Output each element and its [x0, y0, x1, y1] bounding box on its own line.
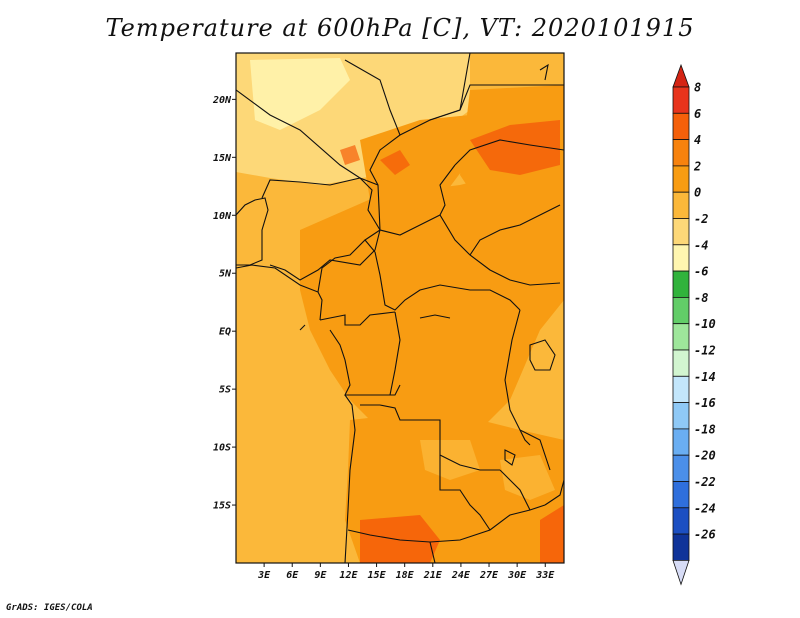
lon-tick-label: 3E — [257, 570, 271, 581]
colorbar-swatch — [672, 296, 690, 325]
lat-tick-label: 15N — [213, 153, 232, 164]
colorbar-top-arrow — [672, 63, 690, 88]
lon-tick-label: 9E — [314, 570, 327, 581]
colorbar-swatch — [672, 139, 690, 167]
colorbar-label: -22 — [694, 475, 716, 489]
colorbar-swatch — [672, 244, 690, 272]
colorbar-swatch — [672, 454, 690, 482]
colorbar-swatch — [672, 349, 690, 377]
colorbar-label: -16 — [694, 396, 716, 410]
colorbar-bottom-arrow — [672, 560, 690, 586]
colorbar-swatch — [672, 507, 690, 535]
colorbar-label: -10 — [694, 317, 716, 331]
colorbar-label: -24 — [694, 501, 716, 515]
colorbar-swatch — [672, 112, 690, 141]
country-borders — [236, 53, 564, 563]
colorbar-label: -12 — [694, 344, 716, 358]
lat-tick-label: EQ — [219, 327, 231, 338]
colorbar-label: 0 — [694, 186, 701, 200]
lat-tick-label: 10S — [213, 443, 231, 454]
colorbar-label: -14 — [694, 370, 716, 384]
lat-tick-label: 20N — [212, 95, 232, 106]
colorbar-swatch — [672, 86, 690, 114]
lat-tick-label: 15S — [213, 501, 231, 512]
lon-tick-label: 21E — [423, 570, 443, 581]
colorbar-label: 2 — [693, 159, 701, 173]
lon-tick-label: 15E — [368, 570, 387, 581]
colorbar-swatch — [672, 533, 690, 561]
colorbar-swatch — [672, 270, 690, 298]
colorbar-label: -8 — [694, 291, 708, 305]
colorbar-label: 4 — [694, 133, 701, 147]
colorbar-label: -26 — [694, 528, 716, 542]
credit-label: GrADS: IGES/COLA — [6, 603, 93, 613]
lat-tick-label: 5N — [219, 269, 232, 280]
colorbar-label: 8 — [694, 81, 701, 95]
lon-tick-label: 30E — [507, 570, 527, 581]
colorbar-swatch — [672, 191, 690, 219]
colorbar-label: -2 — [694, 212, 708, 226]
lon-tick-label: 12E — [339, 570, 358, 581]
colorbar-swatch — [672, 323, 690, 351]
colorbar-swatch — [672, 218, 690, 246]
lat-tick-label: 5S — [219, 385, 231, 396]
colorbar: 8 6 4 2 0 -2 -4 -6 -8 -10 -12 -14 -16 -18 -20 -22 -24 -26 — [672, 63, 716, 586]
lon-tick-label: 33E — [535, 570, 555, 581]
temperature-field — [236, 53, 564, 563]
colorbar-swatch — [672, 375, 690, 403]
colorbar-label: -18 — [694, 422, 716, 436]
colorbar-label: -20 — [694, 449, 716, 463]
colorbar-swatch — [672, 165, 690, 193]
colorbar-swatch — [672, 481, 690, 509]
map-title: Temperature at 600hPa [C], VT: 202010191… — [105, 14, 695, 42]
latitude-axis: 20N 15N 10N 5N EQ 5S 10S 15S — [212, 95, 236, 512]
lon-tick-label: 6E — [286, 570, 299, 581]
colorbar-swatch — [672, 428, 690, 456]
lon-tick-label: 27E — [479, 570, 499, 581]
lon-tick-label: 24E — [451, 570, 471, 581]
lon-tick-label: 18E — [396, 570, 415, 581]
map-frame — [235, 52, 565, 564]
lat-tick-label: 10N — [213, 211, 232, 222]
colorbar-swatch — [672, 402, 690, 430]
colorbar-label: -4 — [694, 238, 708, 252]
longitude-axis: 3E 6E 9E 12E 15E 18E 21E 24E 27E 30E 33E — [257, 563, 555, 581]
colorbar-label: -6 — [694, 265, 708, 279]
colorbar-label: 6 — [694, 107, 701, 121]
